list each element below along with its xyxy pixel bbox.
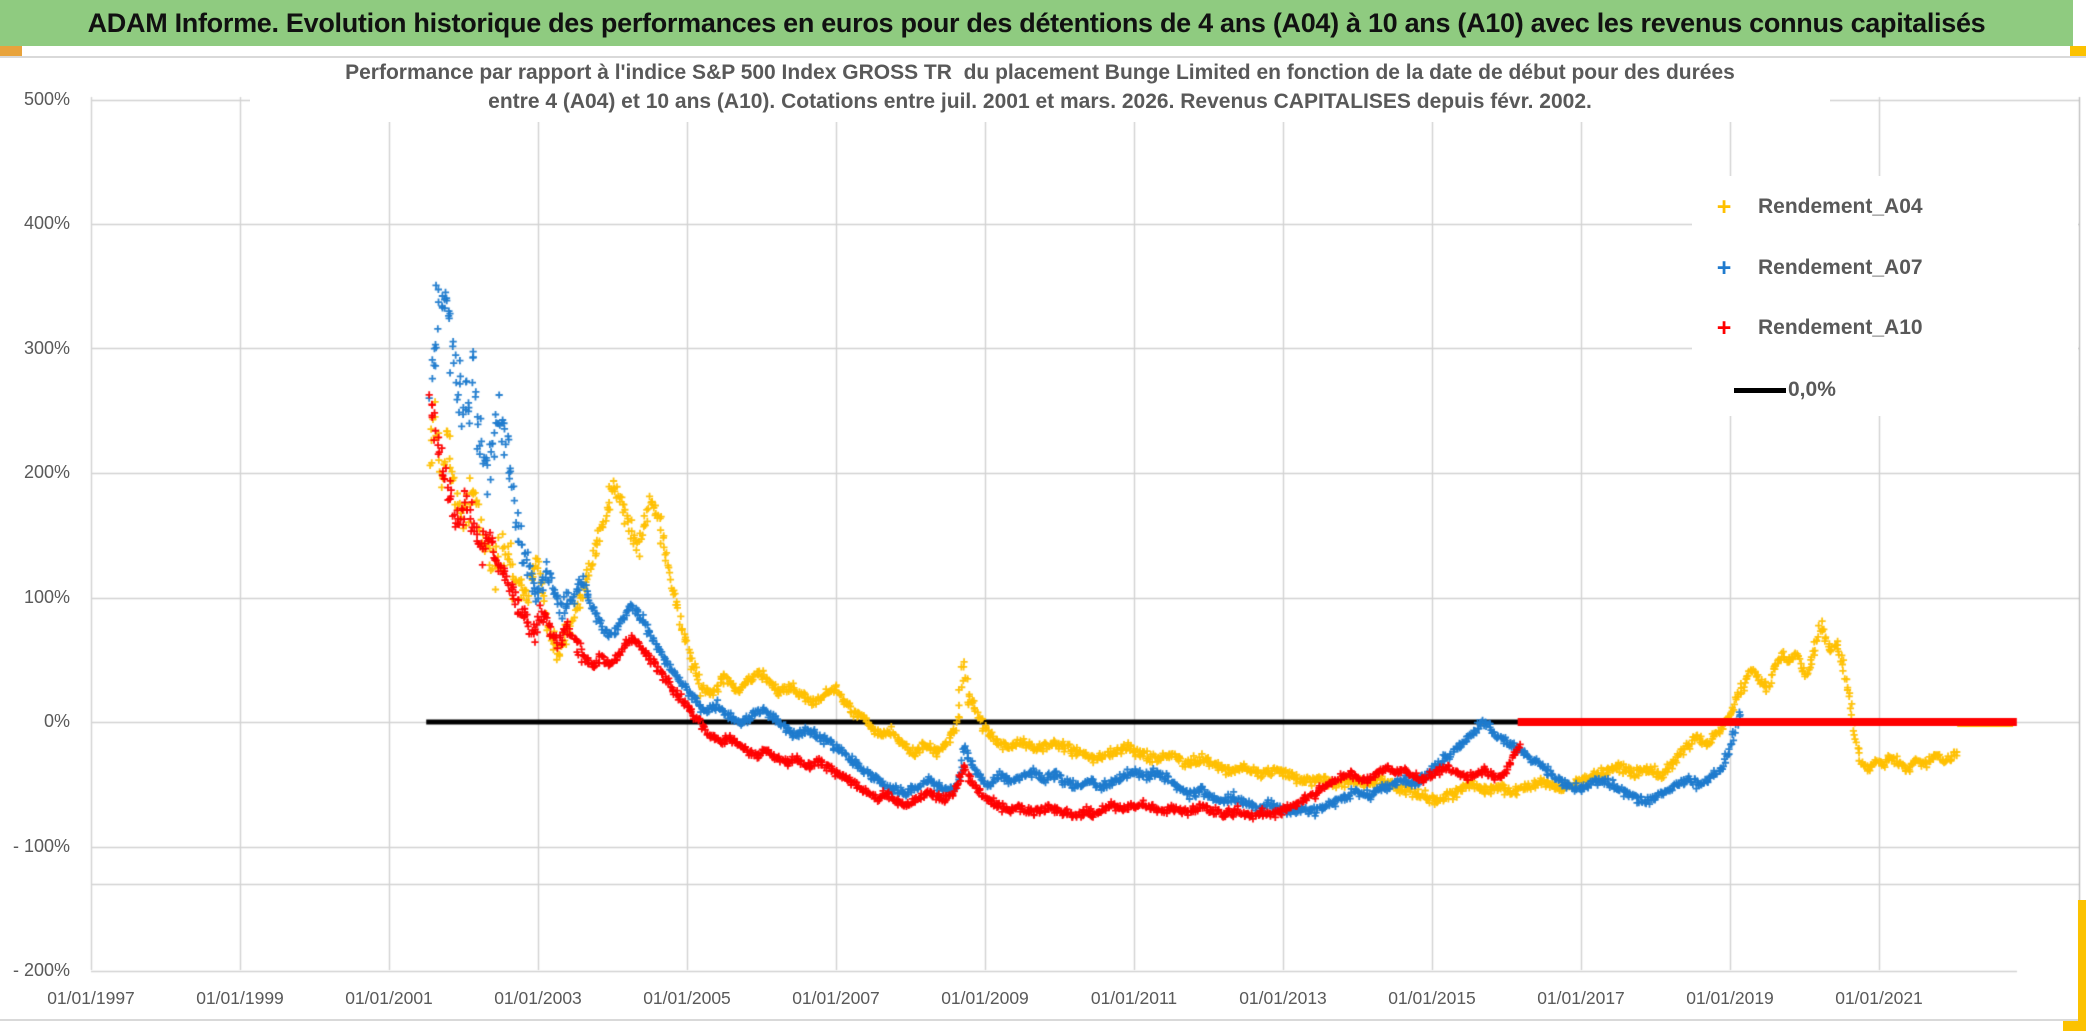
y-tick-label: 500% [23, 88, 70, 109]
x-tick-label: 01/01/2013 [1239, 988, 1327, 1008]
orange-accent-bottom-right [2063, 1021, 2086, 1031]
y-tick-label: 400% [23, 213, 70, 233]
x-tick-label: 01/01/2011 [1090, 988, 1178, 1008]
x-tick-label: 01/01/1999 [196, 988, 284, 1008]
x-tick-label: 01/01/2007 [792, 988, 880, 1008]
legend-label: Rendement_A10 [1758, 316, 1923, 339]
plus-marker-icon: + [1716, 192, 1732, 221]
x-tick-label: 01/01/2009 [941, 988, 1029, 1008]
y-tick-label: 0% [43, 711, 70, 731]
x-tick-label: 01/01/2021 [1835, 988, 1923, 1008]
chart-title: Performance par rapport à l'indice S&P 5… [250, 58, 1830, 122]
y-tick-label: - 100% [12, 835, 70, 856]
divider-bottom [0, 1019, 2078, 1021]
plus-marker-icon: + [1716, 253, 1732, 282]
x-tick-label: 01/01/2005 [643, 988, 731, 1008]
x-tick-label: 01/01/2019 [1686, 988, 1774, 1008]
legend-item-a10[interactable]: + Rendement_A10 [1692, 311, 2078, 345]
x-tick-label: 01/01/1997 [47, 988, 135, 1008]
legend-item-a07[interactable]: + Rendement_A07 [1692, 251, 2078, 285]
legend-label: Rendement_A04 [1758, 195, 1923, 218]
chart-title-line2: entre 4 (A04) et 10 ans (A10). Cotations… [488, 90, 1592, 113]
legend-item-zero-line[interactable]: 0,0% [1692, 373, 2078, 407]
x-tick-label: 01/01/2001 [345, 988, 433, 1008]
x-tick-label: 01/01/2003 [494, 988, 582, 1008]
y-tick-label: 200% [23, 462, 70, 482]
orange-accent-right-strip [2078, 900, 2086, 1031]
legend-label: 0,0% [1788, 378, 1836, 401]
x-tick-label: 01/01/2017 [1537, 988, 1625, 1008]
y-tick-label: 100% [23, 586, 70, 607]
line-marker-icon [1734, 387, 1786, 393]
chart-legend[interactable]: + Rendement_A04 + Rendement_A07 + Rendem… [1692, 176, 2078, 416]
legend-item-a04[interactable]: + Rendement_A04 [1692, 190, 2078, 224]
plus-marker-icon: + [1716, 313, 1732, 342]
y-tick-label: - 200% [12, 960, 70, 980]
x-tick-label: 01/01/2015 [1388, 988, 1476, 1008]
legend-label: Rendement_A07 [1758, 256, 1923, 279]
y-tick-label: 300% [23, 337, 70, 358]
chart-title-line1: Performance par rapport à l'indice S&P 5… [345, 61, 1735, 84]
